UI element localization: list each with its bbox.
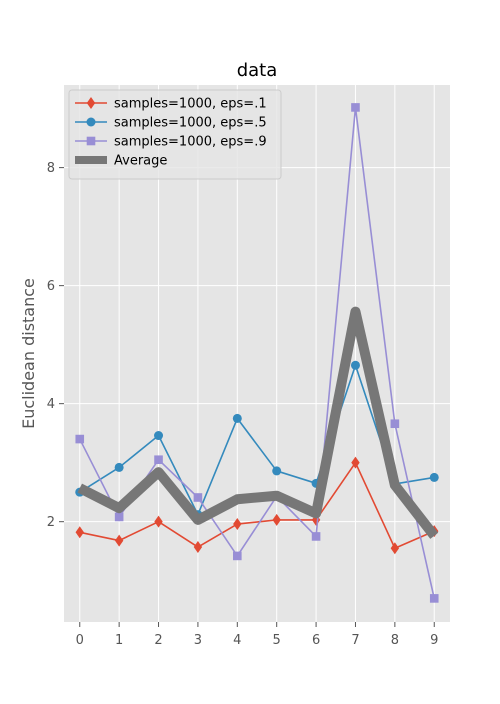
data-point [193, 493, 203, 502]
data-point [272, 513, 281, 526]
data-point [193, 541, 203, 554]
x-tick-label: 0 [76, 633, 84, 648]
y-tick-label: 4 [47, 397, 55, 412]
legend: samples=1000, eps=.1 samples=1000, eps=.5… [68, 89, 282, 180]
data-point [351, 103, 360, 112]
x-tick-label: 9 [430, 633, 438, 648]
x-tick-label: 4 [233, 633, 241, 648]
x-tick-label: 2 [154, 633, 162, 648]
data-point [429, 472, 439, 482]
legend-entry: samples=1000, eps=.5 [75, 116, 267, 131]
axes: 0 1 2 3 4 5 6 7 8 9 2 4 6 8 [47, 161, 439, 648]
data-point [351, 456, 360, 469]
data-point [232, 413, 242, 423]
data-point [114, 534, 124, 547]
legend-label: samples=1000, eps=.5 [114, 116, 267, 131]
legend-box [68, 89, 282, 180]
data-point [350, 360, 360, 370]
x-tick-label: 7 [351, 633, 359, 648]
data-point [154, 431, 164, 441]
data-point [390, 542, 400, 555]
data-point [233, 518, 242, 531]
data-point [75, 434, 85, 444]
series-line [79, 364, 435, 516]
legend-label: Average [114, 154, 167, 169]
legend-entry: samples=1000, eps=.9 [75, 135, 267, 150]
legend-entry: samples=1000, eps=.1 [75, 97, 267, 112]
legend-label: samples=1000, eps=.1 [114, 97, 267, 112]
x-tick-label: 1 [115, 633, 123, 648]
legend-entry: Average [75, 154, 167, 169]
y-tick-label: 2 [47, 515, 55, 530]
data-point [311, 532, 321, 541]
data-point [114, 512, 124, 522]
x-tick-label: 5 [273, 633, 281, 648]
data-point [233, 551, 242, 561]
data-point [390, 419, 400, 429]
data-point [429, 594, 439, 603]
legend-marker [86, 117, 96, 127]
data-point [154, 515, 163, 528]
x-tick-label: 6 [312, 633, 320, 648]
x-tick-label: 3 [194, 633, 202, 648]
legend-marker [86, 97, 96, 109]
average-line [77, 306, 439, 539]
y-axis-label: Euclidean distance [19, 278, 38, 429]
y-tick-label: 8 [47, 161, 55, 176]
legend-marker [86, 136, 96, 146]
x-tick-label: 8 [391, 633, 399, 648]
series-4 [77, 306, 439, 539]
data-point [272, 466, 282, 476]
series-line [79, 461, 435, 550]
data-point [75, 526, 84, 539]
chart-title: data [237, 60, 278, 81]
data-point [114, 462, 124, 472]
data-point [154, 455, 163, 465]
legend-label: samples=1000, eps=.9 [114, 135, 267, 150]
series-group [75, 103, 439, 603]
y-tick-label: 6 [47, 279, 55, 294]
